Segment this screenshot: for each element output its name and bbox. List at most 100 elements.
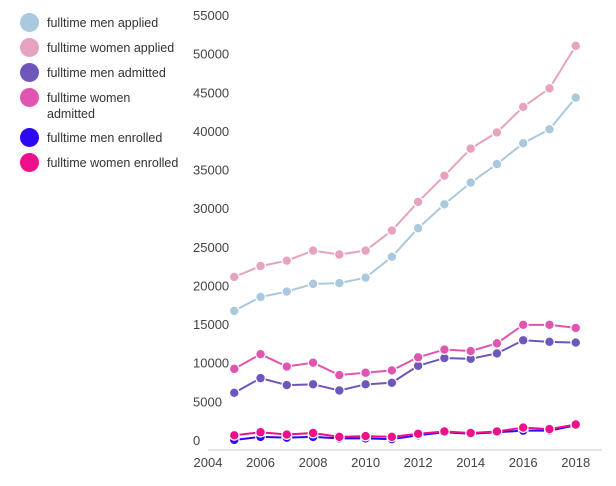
data-point [439,170,450,182]
legend-item[interactable]: fulltime women applied [20,38,200,57]
data-point [439,198,450,210]
y-tick-label: 35000 [193,163,229,178]
legend-label: fulltime men enrolled [47,131,163,145]
data-point [439,426,450,437]
y-tick-label: 15000 [193,317,229,332]
data-point [255,291,266,303]
legend-item[interactable]: fulltime men enrolled [20,128,200,147]
legend-label: fulltime women enrolled [47,156,179,170]
y-tick-label: 0 [193,433,200,448]
data-point [517,137,529,149]
data-point [255,426,266,438]
data-point [360,430,372,442]
data-point [465,143,477,155]
data-point [281,286,293,297]
data-point [544,336,555,348]
legend-item[interactable]: fulltime women enrolled [20,153,200,172]
data-point [544,423,555,435]
data-point [412,222,424,234]
data-point [307,357,319,369]
data-point [465,177,477,189]
data-point [228,363,240,375]
data-point [333,431,345,443]
legend-item[interactable]: fulltime men applied [20,13,200,32]
y-tick-label: 10000 [193,356,229,371]
data-point [570,337,582,348]
data-point [570,40,582,52]
legend-swatch [20,128,39,147]
data-point [307,378,319,390]
data-point [360,367,372,379]
legend-label: fulltime men admitted [47,66,166,80]
y-tick-label: 55000 [193,8,229,23]
data-point [307,427,319,439]
data-point [333,385,345,396]
data-point [255,348,266,360]
data-point [360,272,372,284]
data-point [333,277,345,289]
legend-item[interactable]: fulltime men admitted [20,63,200,82]
data-point [255,372,266,384]
y-tick-label: 25000 [193,240,229,255]
series-line [233,96,577,312]
y-tick-label: 45000 [193,85,229,100]
y-tick-label: 30000 [193,201,229,216]
data-point [307,245,319,257]
data-point [281,255,293,267]
data-point [228,387,240,399]
x-tick-label: 2004 [194,455,223,470]
data-point [255,260,266,272]
y-tick-label: 50000 [193,47,229,62]
data-point [517,319,529,331]
data-point [517,334,529,346]
data-point [228,271,240,283]
legend-swatch [20,13,39,32]
x-tick-label: 2016 [509,455,538,470]
legend-label: fulltime women admitted [47,91,131,121]
data-point [412,351,424,363]
data-point [386,431,398,443]
x-tick-label: 2018 [561,455,590,470]
x-tick-label: 2012 [404,455,433,470]
data-point [465,427,477,439]
data-point [465,345,477,357]
legend-item[interactable]: fulltime women admitted [20,88,200,122]
data-point [228,429,240,441]
data-point [307,278,319,290]
data-point [570,322,582,334]
x-tick-label: 2010 [351,455,380,470]
legend-swatch [20,63,39,82]
x-tick-label: 2014 [456,455,485,470]
legend-label: fulltime women applied [47,41,175,55]
y-tick-label: 40000 [193,124,229,139]
data-point [570,92,582,104]
legend-label: fulltime men applied [47,16,159,30]
chart-legend: fulltime men applied fulltime women appl… [20,13,200,178]
data-point [491,337,503,349]
data-point [386,377,398,389]
data-point [491,348,503,359]
data-point [333,369,345,381]
data-point [544,82,555,94]
data-point [386,251,398,263]
data-point [360,378,372,390]
data-point [412,196,424,208]
data-point [517,101,529,113]
legend-swatch [20,88,39,107]
data-point [386,365,398,376]
data-point [517,422,529,433]
data-point [386,225,398,236]
data-point [360,245,372,257]
data-point [544,319,555,331]
data-point [544,123,555,135]
data-point [228,305,240,317]
data-point [491,127,503,138]
y-tick-label: 5000 [193,394,222,409]
legend-swatch [20,38,39,57]
y-tick-label: 20000 [193,278,229,293]
data-point [570,419,582,430]
data-point [491,426,503,437]
data-point [281,429,293,440]
data-point [491,158,503,170]
